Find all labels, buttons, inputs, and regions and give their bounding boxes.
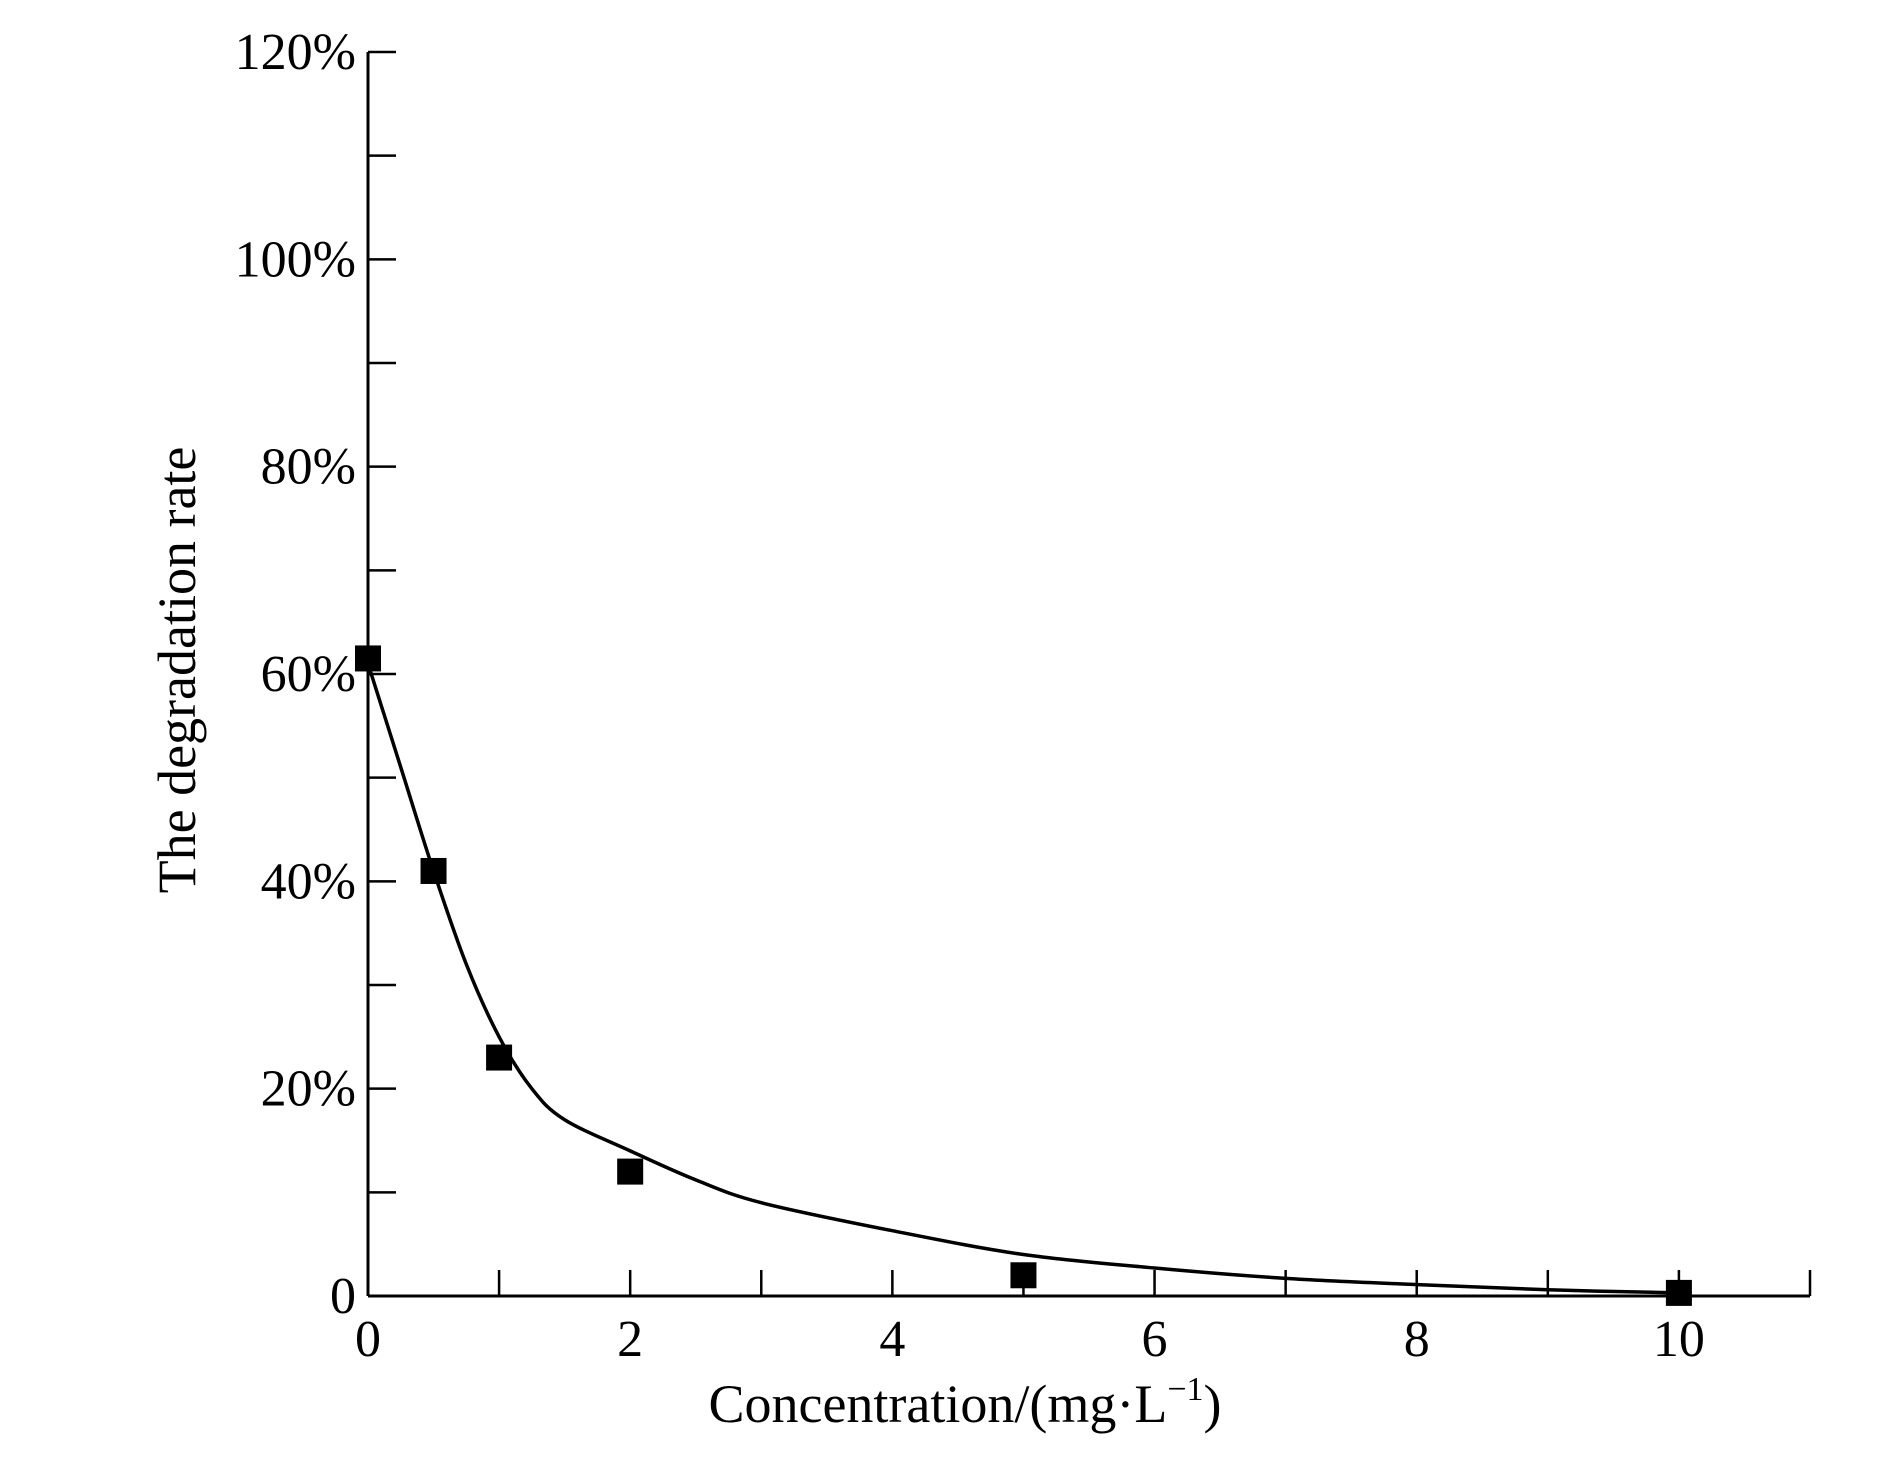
data-point-square — [1010, 1262, 1037, 1289]
x-axis-ticks: 0 2 4 6 8 10 — [355, 1270, 1812, 1368]
x-tick-label: 2 — [617, 1311, 643, 1368]
y-tick-label: 60% — [261, 646, 356, 703]
data-point-square — [486, 1044, 513, 1071]
y-axis-ticks: 0 20% 40% 60% 80% 100% 120% — [235, 24, 396, 1325]
data-point-square — [1665, 1279, 1692, 1306]
data-point-square — [420, 857, 447, 884]
y-tick-label: 100% — [235, 231, 356, 288]
data-point-square — [355, 645, 381, 672]
x-tick-label: 4 — [879, 1311, 905, 1368]
x-axis-title-text: Concentration/(mg·L — [708, 1374, 1167, 1434]
x-tick-label: 10 — [1653, 1311, 1705, 1368]
y-tick-label: 120% — [235, 24, 356, 81]
x-axis-title-superscript: −1 — [1167, 1371, 1203, 1408]
y-axis-title: The degradation rate — [147, 447, 207, 894]
y-tick-label: 40% — [261, 853, 356, 910]
fit-curve — [366, 663, 1679, 1295]
x-tick-label: 8 — [1404, 1311, 1430, 1368]
data-point-square — [617, 1158, 644, 1185]
y-tick-label: 0 — [330, 1268, 356, 1325]
x-tick-label: 6 — [1142, 1311, 1168, 1368]
y-tick-label: 80% — [261, 439, 356, 496]
y-tick-label: 20% — [261, 1061, 356, 1118]
axes — [366, 52, 1810, 1298]
x-tick-label: 0 — [355, 1311, 381, 1368]
series-layer — [355, 645, 1692, 1306]
x-axis-title: Concentration/(mg·L−1) — [708, 1371, 1221, 1434]
x-axis-title-close: ) — [1204, 1374, 1222, 1434]
